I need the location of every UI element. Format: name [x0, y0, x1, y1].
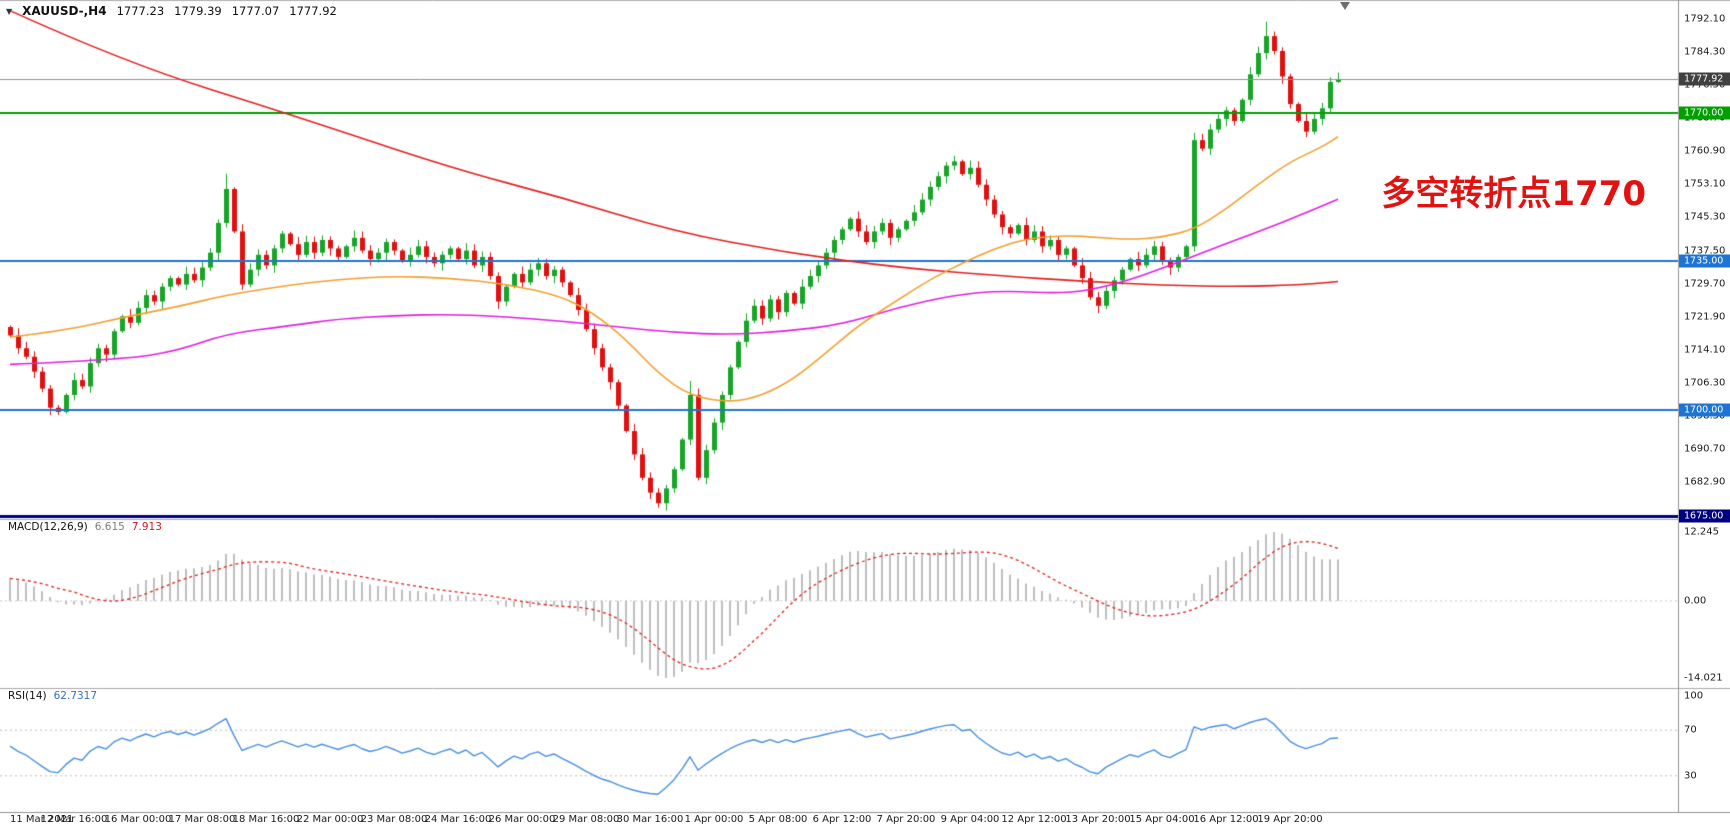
rsi-axis-label: 100 [1684, 690, 1704, 702]
rsi-indicator-label: RSI(14) 62.7317 [8, 690, 97, 702]
price-axis-label: 1792.10 [1684, 13, 1726, 25]
time-axis-label: 26 Mar 00:00 [488, 814, 556, 825]
price-axis-label: 1729.70 [1684, 278, 1726, 290]
symbol-timeframe-label: XAUUSD-,H4 [22, 4, 107, 18]
time-axis-label: 12 Apr 12:00 [1001, 814, 1067, 825]
price-axis-label: 1714.10 [1684, 344, 1726, 356]
collapse-arrow-icon[interactable]: ▼ [6, 6, 13, 16]
time-axis-label: 19 Apr 20:00 [1257, 814, 1323, 825]
price-axis-label: 1745.30 [1684, 211, 1726, 223]
time-axis-label: 17 Mar 08:00 [168, 814, 236, 825]
chart-shift-marker-icon[interactable] [1340, 2, 1350, 10]
time-axis-label: 11 Mar 2021 [10, 814, 74, 825]
rsi-axis-label: 70 [1684, 724, 1697, 736]
time-axis-label: 15 Apr 04:00 [1129, 814, 1195, 825]
time-axis-label: 9 Apr 04:00 [940, 814, 1000, 825]
level-1675-badge: 1675.00 [1679, 509, 1730, 523]
ohlc-close: 1777.92 [289, 4, 337, 18]
level-1700-badge: 1700.00 [1679, 403, 1730, 417]
level-1770-badge: 1770.00 [1679, 106, 1730, 120]
ohlc-low: 1777.07 [231, 4, 280, 18]
time-axis-label: 7 Apr 20:00 [876, 814, 936, 825]
ohlc-open: 1777.23 [116, 4, 165, 18]
macd-axis-label: 0.00 [1684, 595, 1707, 607]
price-axis-label: 1760.90 [1684, 145, 1726, 157]
price-axis-label: 1737.50 [1684, 245, 1726, 257]
time-axis-label: 18 Mar 16:00 [232, 814, 300, 825]
price-axis-label: 1690.70 [1684, 443, 1726, 455]
time-axis-label: 22 Mar 00:00 [296, 814, 364, 825]
time-axis-label: 5 Apr 08:00 [748, 814, 808, 825]
macd-name-label: MACD(12,26,9) [8, 521, 88, 533]
time-axis-label: 12 Mar 16:00 [40, 814, 108, 825]
time-axis-label: 23 Mar 08:00 [360, 814, 428, 825]
macd-signal-value: 7.913 [131, 521, 162, 533]
price-axis-label: 1784.30 [1684, 46, 1726, 58]
level-1735-badge: 1735.00 [1679, 254, 1730, 268]
time-axis-label: 24 Mar 16:00 [424, 814, 492, 825]
rsi-name-label: RSI(14) [8, 690, 47, 702]
macd-indicator-label: MACD(12,26,9) 6.615 7.913 [8, 521, 162, 533]
rsi-axis-label: 30 [1684, 770, 1697, 782]
price-axis-label: 1753.10 [1684, 178, 1726, 190]
macd-axis-label: 12.245 [1684, 526, 1719, 538]
current-price-badge: 1777.92 [1679, 72, 1730, 86]
macd-main-value: 6.615 [94, 521, 125, 533]
time-axis-label: 6 Apr 12:00 [812, 814, 872, 825]
chart-annotation-text[interactable]: 多空转折点1770 [1381, 174, 1646, 214]
time-axis-label: 29 Mar 08:00 [552, 814, 620, 825]
price-axis-label: 1682.90 [1684, 476, 1726, 488]
ohlc-high: 1779.39 [174, 4, 222, 18]
price-axis-label: 1706.30 [1684, 377, 1726, 389]
time-axis-label: 1 Apr 00:00 [684, 814, 744, 825]
macd-axis-label: -14.021 [1684, 672, 1723, 684]
time-axis-label: 13 Apr 20:00 [1065, 814, 1131, 825]
rsi-value: 62.7317 [53, 690, 98, 702]
price-axis-label: 1721.90 [1684, 311, 1726, 323]
time-axis-label: 16 Apr 12:00 [1193, 814, 1259, 825]
time-axis-label: 16 Mar 00:00 [104, 814, 172, 825]
time-axis-label: 30 Mar 16:00 [616, 814, 684, 825]
chart-ohlc-header: ▼ XAUUSD-,H4 1777.23 1779.39 1777.07 177… [6, 4, 337, 18]
